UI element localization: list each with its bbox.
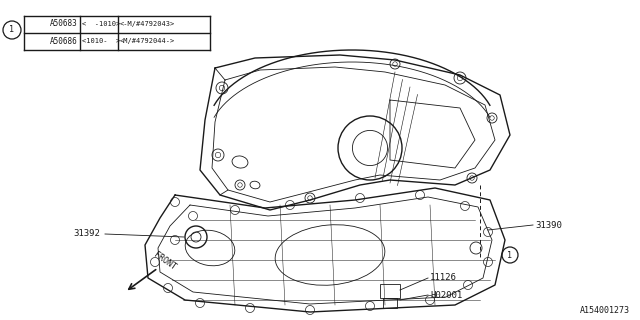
Text: A154001273: A154001273 <box>580 306 630 315</box>
Text: 1: 1 <box>10 26 15 35</box>
Text: 31392: 31392 <box>73 229 100 238</box>
Text: <M/#4792044->: <M/#4792044-> <box>120 38 175 44</box>
Bar <box>383 298 397 308</box>
Text: 11126: 11126 <box>430 274 457 283</box>
Text: 31390: 31390 <box>535 220 562 229</box>
Text: <1010-  >: <1010- > <box>82 38 120 44</box>
Bar <box>380 284 400 298</box>
Text: <  -1010>: < -1010> <box>82 21 120 27</box>
Text: A50683: A50683 <box>51 20 78 28</box>
Text: H02001: H02001 <box>430 291 462 300</box>
Text: 1: 1 <box>508 251 513 260</box>
Text: <-M/#4792043>: <-M/#4792043> <box>120 21 175 27</box>
Text: A50686: A50686 <box>51 36 78 45</box>
Text: FRONT: FRONT <box>152 250 178 272</box>
